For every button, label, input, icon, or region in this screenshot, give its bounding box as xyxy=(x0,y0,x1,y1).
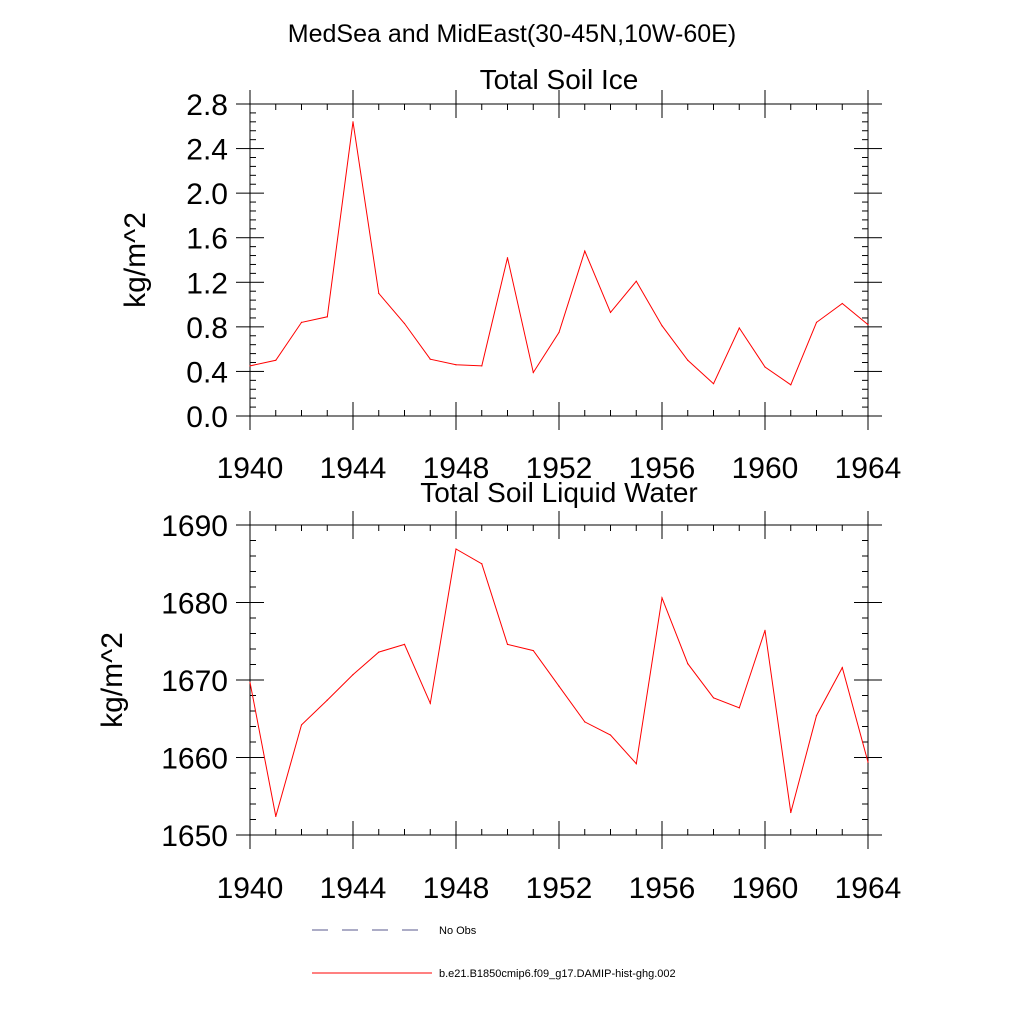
soil-liquid-water-data-point xyxy=(506,643,509,645)
soil-liquid-water-data-point xyxy=(609,734,612,736)
soil-liquid-water-x-tick-label: 1964 xyxy=(835,872,902,905)
soil-liquid-water-y-tick-label: 1650 xyxy=(161,820,228,853)
soil-liquid-water-x-tick-label: 1960 xyxy=(732,872,799,905)
soil-ice-data-point xyxy=(506,257,509,259)
soil-ice-data-point xyxy=(661,325,663,327)
soil-liquid-water-y-tick-label: 1670 xyxy=(161,665,228,698)
legend: No Obs b.e21.B1850cmip6.f09_g17.DAMIP-hi… xyxy=(312,925,676,980)
soil-ice-data-point xyxy=(815,321,818,323)
soil-liquid-water-panel: Total Soil Liquid Water kg/m^2 1940 1944 194… xyxy=(96,477,901,905)
soil-liquid-water-x-tick-label: 1952 xyxy=(526,872,593,905)
soil-liquid-water-data-point xyxy=(481,563,483,565)
soil-liquid-water-data-point xyxy=(764,629,766,632)
soil-liquid-water-data-point xyxy=(300,724,303,726)
soil-liquid-water-y-tick-label: 1680 xyxy=(161,588,228,621)
soil-ice-y-axis-label: kg/m^2 xyxy=(119,212,152,308)
soil-liquid-water-data-point xyxy=(841,667,843,669)
soil-liquid-water-data-point xyxy=(429,702,431,704)
soil-ice-y-tick-label: 0.8 xyxy=(186,312,228,345)
soil-ice-data-point xyxy=(558,331,560,334)
figure-title: MedSea and MidEast(30-45N,10W-60E) xyxy=(288,20,736,48)
soil-liquid-water-data-point xyxy=(378,651,380,653)
soil-liquid-water-data-point xyxy=(275,815,277,818)
soil-ice-data-point xyxy=(481,365,483,367)
soil-ice-data-point xyxy=(764,366,766,368)
soil-liquid-water-x-tick-label: 1944 xyxy=(320,872,387,905)
soil-ice-data-point xyxy=(867,324,869,326)
soil-ice-x-tick-label: 1956 xyxy=(629,452,696,485)
soil-liquid-water-title: Total Soil Liquid Water xyxy=(420,477,698,508)
soil-liquid-water-data-point xyxy=(455,548,457,550)
soil-ice-y-tick-label: 2.8 xyxy=(186,89,228,122)
soil-ice-data-point xyxy=(429,358,431,360)
soil-ice-data-point xyxy=(790,384,792,386)
soil-ice-x-tick-label: 1944 xyxy=(320,452,387,485)
soil-liquid-water-data-point xyxy=(712,697,715,699)
soil-ice-y-tick-label: 2.0 xyxy=(186,178,228,211)
soil-ice-data-point xyxy=(841,302,843,305)
soil-liquid-water-data-point xyxy=(661,597,663,599)
soil-ice-y-tick-label: 0.4 xyxy=(186,356,228,389)
soil-liquid-water-x-tick-label: 1956 xyxy=(629,872,696,905)
soil-ice-data-point xyxy=(455,364,457,366)
soil-liquid-water-x-tick-label: 1940 xyxy=(217,872,284,905)
soil-ice-x-tick-label: 1960 xyxy=(732,452,799,485)
legend-series-label: b.e21.B1850cmip6.f09_g17.DAMIP-hist-ghg.… xyxy=(439,968,676,980)
soil-ice-series-line xyxy=(249,121,869,386)
soil-ice-data-point xyxy=(352,121,354,123)
soil-ice-data-point xyxy=(584,250,586,252)
soil-ice-data-point xyxy=(712,383,715,385)
soil-liquid-water-data-point xyxy=(635,763,637,765)
soil-liquid-water-data-point xyxy=(815,715,818,717)
soil-ice-data-point xyxy=(326,316,328,318)
soil-liquid-water-data-point xyxy=(558,685,560,687)
soil-ice-data-point xyxy=(635,280,637,282)
soil-ice-data-point xyxy=(249,365,251,367)
soil-ice-y-tick-label: 1.2 xyxy=(186,267,228,300)
soil-ice-data-point xyxy=(275,359,277,361)
soil-ice-plot-frame xyxy=(249,103,869,417)
soil-liquid-water-data-point xyxy=(352,673,354,676)
soil-ice-data-point xyxy=(300,321,303,323)
soil-liquid-water-data-point xyxy=(738,707,740,709)
soil-ice-panel: Total Soil Ice kg/m^2 1940 1944 1948 1952 1956… xyxy=(119,64,901,485)
soil-ice-data-point xyxy=(403,322,406,325)
soil-liquid-water-data-point xyxy=(326,699,328,701)
soil-ice-y-tick-label: 2.4 xyxy=(186,134,228,167)
soil-liquid-water-y-tick-label: 1660 xyxy=(161,743,228,776)
soil-ice-data-point xyxy=(609,311,612,313)
soil-liquid-water-series-line xyxy=(249,548,869,817)
soil-liquid-water-data-point xyxy=(532,649,534,652)
legend-no-obs-label: No Obs xyxy=(439,925,477,937)
soil-ice-x-tick-label: 1964 xyxy=(835,452,902,485)
soil-liquid-water-data-point xyxy=(403,643,406,645)
soil-ice-x-tick-label: 1948 xyxy=(423,452,490,485)
soil-ice-y-tick-label: 0.0 xyxy=(186,401,228,434)
soil-ice-y-tick-label: 1.6 xyxy=(186,223,228,256)
soil-liquid-water-data-point xyxy=(867,761,869,763)
soil-ice-x-tick-label: 1952 xyxy=(526,452,593,485)
soil-liquid-water-plot-frame xyxy=(249,524,869,836)
soil-liquid-water-y-axis-label: kg/m^2 xyxy=(96,632,129,728)
soil-liquid-water-x-tick-label: 1948 xyxy=(423,872,490,905)
soil-liquid-water-data-point xyxy=(584,721,586,723)
soil-liquid-water-y-tick-label: 1690 xyxy=(161,510,228,543)
soil-liquid-water-data-point xyxy=(249,681,251,683)
soil-ice-data-point xyxy=(532,371,534,374)
soil-ice-data-point xyxy=(687,359,689,361)
soil-ice-title: Total Soil Ice xyxy=(480,64,639,95)
soil-liquid-water-data-point xyxy=(687,663,689,665)
soil-ice-data-point xyxy=(378,292,380,295)
soil-liquid-water-data-point xyxy=(790,811,792,814)
soil-ice-data-point xyxy=(738,327,740,329)
soil-ice-x-tick-label: 1940 xyxy=(217,452,284,485)
